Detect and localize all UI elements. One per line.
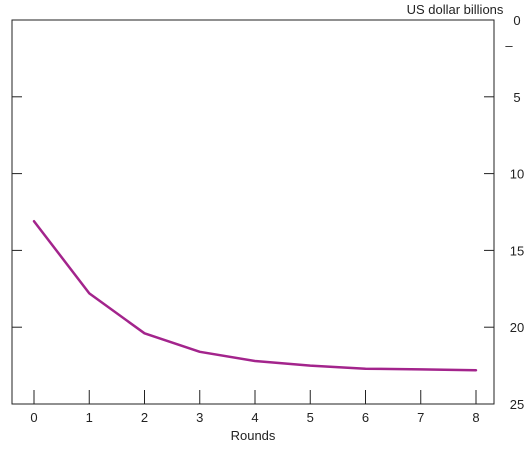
x-tick-label: 8 [472,410,479,425]
x-tick-label: 0 [30,410,37,425]
y-tick-label: 20 [510,320,524,335]
x-tick-label: 6 [362,410,369,425]
y-tick-label: 25 [510,397,524,412]
x-tick-label: 3 [196,410,203,425]
x-axis-title: Rounds [231,428,276,443]
x-tick-label: 2 [141,410,148,425]
series-layer [32,219,478,372]
x-axis: 0 1 2 3 4 5 6 7 8 [30,390,480,425]
y-tick-label: 15 [510,243,524,258]
y-tick-label: 5 [513,90,520,105]
x-tick-label: 7 [417,410,424,425]
y-axis: 0 5 10 15 20 25 [12,13,524,412]
x-tick-label: 4 [251,410,258,425]
y-tick-label: 10 [510,167,524,182]
series-line [32,219,478,372]
y-tick-label: 0 [513,13,520,28]
x-tick-label: 5 [307,410,314,425]
y-axis-title: US dollar billions [407,2,504,17]
x-tick-label: 1 [86,410,93,425]
y-axis-annotation: – [505,38,513,53]
plot-area-frame [11,19,495,405]
